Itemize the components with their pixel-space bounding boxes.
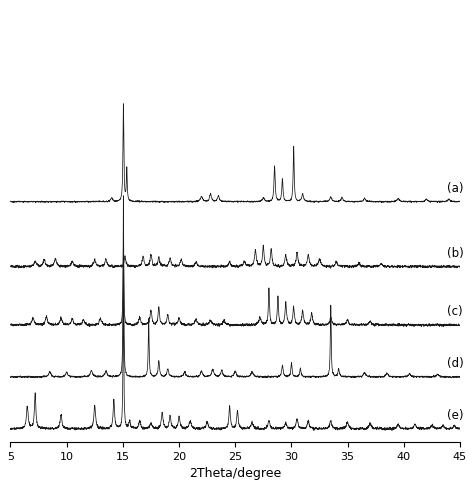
Text: (b): (b) bbox=[447, 247, 463, 260]
Text: (e): (e) bbox=[447, 409, 463, 422]
Text: (a): (a) bbox=[447, 182, 463, 195]
Text: (d): (d) bbox=[447, 357, 463, 371]
Text: (c): (c) bbox=[447, 305, 462, 318]
X-axis label: 2Theta/degree: 2Theta/degree bbox=[189, 467, 282, 480]
